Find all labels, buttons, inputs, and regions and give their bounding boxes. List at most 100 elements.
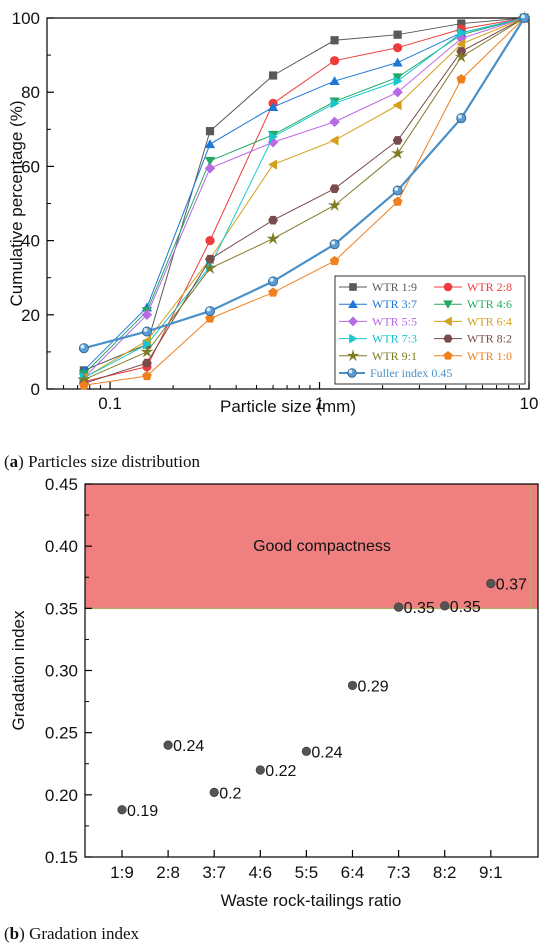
legend: WTR 1:9 WTR 2:8 WTR 3:7 WTR 4:6 WTR 5:5 WTR 6…: [334, 275, 526, 385]
legend-box: [334, 275, 526, 385]
data-point: [205, 306, 216, 317]
legend-marker: [443, 351, 453, 360]
data-point: [79, 380, 89, 390]
data-point: [205, 254, 215, 264]
y-tick-label: 0.40: [45, 537, 78, 556]
data-point: [268, 287, 278, 297]
data-point: [204, 156, 216, 166]
x-axis-title: Waste rock-tailings ratio: [221, 891, 402, 910]
data-label: 0.29: [358, 678, 389, 695]
data-point: [141, 326, 152, 337]
marker-highlight: [348, 369, 353, 374]
data-point: [269, 131, 278, 142]
series-line: [83, 17, 525, 371]
series-line: [83, 17, 525, 371]
data-point: [205, 236, 215, 246]
data-label: 0.37: [496, 576, 527, 593]
legend-label: WTR 1:9: [372, 280, 417, 294]
data-point: [204, 139, 216, 149]
data-point: [391, 146, 405, 160]
data-point: [329, 116, 340, 128]
legend-marker: [443, 334, 453, 343]
legend-marker: [349, 333, 358, 344]
data-point: [141, 309, 153, 321]
data-point: [456, 38, 466, 50]
series-line: [83, 17, 525, 386]
data-point: [78, 343, 89, 354]
series-line: [83, 17, 525, 384]
data-label: 0.24: [311, 744, 342, 761]
y-tick-label: 60: [21, 157, 40, 176]
y-tick-label: 0.45: [45, 475, 78, 494]
x-tick-label: 10: [520, 394, 539, 413]
data-point: [204, 163, 216, 174]
data-point: [440, 601, 450, 611]
legend-label: WTR 3:7: [372, 297, 417, 311]
y-tick-label: 0.15: [45, 848, 78, 867]
x-tick-label: 2:8: [156, 863, 180, 882]
legend-marker: [348, 316, 358, 327]
x-tick-label: 1: [315, 394, 324, 413]
legend-marker: [443, 282, 453, 292]
series-line: [83, 17, 525, 379]
legend-marker: [443, 316, 452, 327]
data-point: [456, 74, 467, 84]
x-axis-title: Particle size (mm): [220, 397, 356, 416]
data-point: [519, 12, 530, 23]
legend-label: WTR 5:5: [372, 314, 417, 328]
data-point: [329, 184, 340, 193]
data-point: [457, 27, 467, 38]
data-point: [392, 86, 403, 98]
x-tick-label: 9:1: [479, 863, 503, 882]
y-tick-label: 0: [31, 380, 40, 399]
data-point: [205, 127, 215, 136]
data-point: [394, 602, 404, 612]
data-label: 0.35: [404, 600, 435, 617]
data-point: [268, 215, 279, 225]
data-point: [266, 231, 280, 245]
region-label: Good compactness: [253, 538, 391, 555]
y-axis-title: Gradation index: [9, 610, 28, 731]
caption-a: (a) Particles size distribution: [4, 452, 200, 471]
marker-highlight: [269, 277, 274, 282]
y-axis-title: Cumulative percentage (%): [7, 101, 26, 307]
data-point: [327, 198, 342, 211]
data-point: [329, 135, 339, 146]
data-point: [142, 370, 152, 381]
marker-highlight: [206, 307, 211, 312]
marker-highlight: [80, 344, 85, 349]
legend-marker: [443, 300, 453, 309]
data-point: [203, 261, 217, 275]
legend-marker: [349, 283, 357, 291]
marker-highlight: [143, 327, 148, 332]
data-label: 0.24: [173, 738, 204, 755]
marker-highlight: [331, 240, 336, 245]
data-point: [330, 36, 339, 45]
legend-label: WTR 8:2: [467, 332, 512, 346]
y-tick-label: 0.35: [45, 599, 78, 618]
x-tick-label: 4:6: [248, 863, 272, 882]
data-point: [209, 787, 219, 797]
data-point: [268, 276, 279, 287]
y-tick-label: 0.30: [45, 662, 78, 681]
x-tick-label: 0.1: [98, 394, 122, 413]
series-line: [83, 17, 525, 379]
data-point: [268, 71, 278, 80]
data-point: [268, 159, 278, 170]
legend-label: WTR 1:0: [467, 349, 512, 363]
legend-label: WTR 2:8: [467, 280, 512, 294]
data-point: [329, 76, 340, 86]
data-point: [141, 358, 152, 368]
legend-marker: [347, 368, 357, 378]
data-point: [392, 196, 403, 206]
x-tick-label: 6:4: [341, 863, 365, 882]
data-label: 0.22: [265, 763, 296, 780]
y-tick-label: 100: [12, 9, 40, 28]
data-point: [140, 344, 154, 358]
data-point: [267, 102, 279, 111]
data-point: [393, 43, 403, 53]
legend-marker: [348, 299, 358, 309]
legend-marker: [346, 349, 360, 362]
data-point: [255, 765, 265, 775]
